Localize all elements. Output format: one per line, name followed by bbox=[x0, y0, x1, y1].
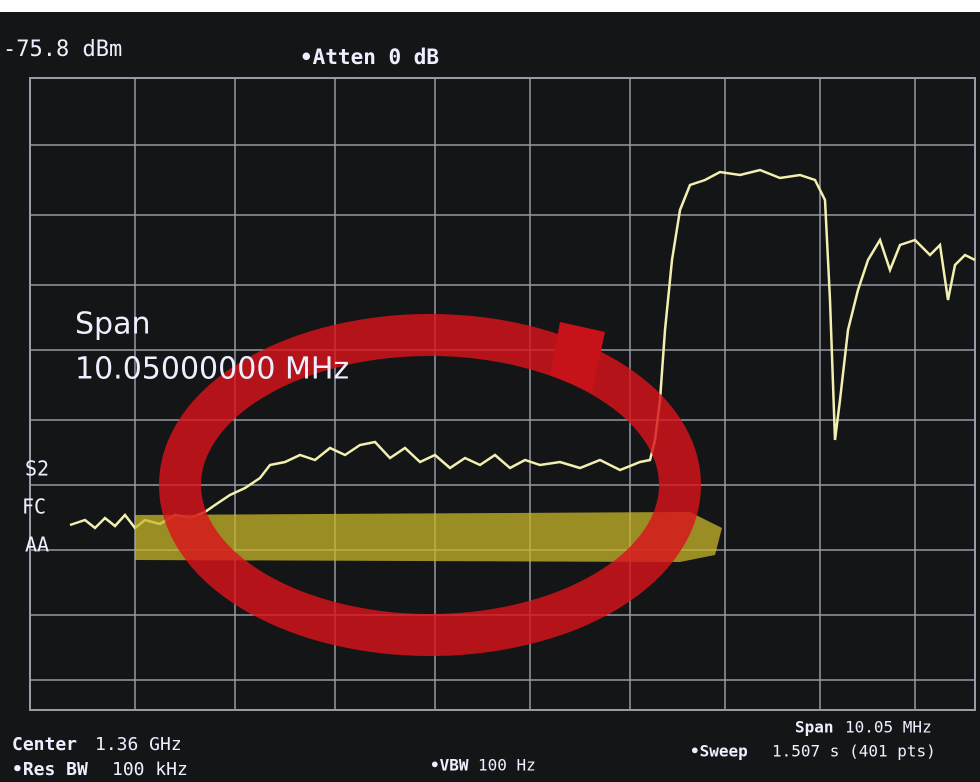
side-label: FC bbox=[22, 495, 46, 519]
side-label: S2 bbox=[25, 457, 49, 481]
span-label: Span bbox=[75, 307, 150, 342]
yellow-highlight bbox=[135, 512, 722, 562]
red-circle bbox=[159, 314, 701, 656]
trace bbox=[69, 168, 976, 530]
center-label: Center bbox=[12, 734, 77, 755]
sweep-label: •Sweep bbox=[690, 742, 748, 761]
atten: •Atten 0 dB bbox=[300, 45, 439, 69]
vbw-label: •VBW bbox=[430, 756, 469, 775]
rbw-label: •Res BW bbox=[12, 759, 88, 780]
span-footer-value: 10.05 MHz bbox=[845, 718, 932, 737]
red-arrowhead bbox=[550, 322, 605, 392]
side-label: AA bbox=[25, 533, 49, 557]
photo-border bbox=[0, 0, 980, 12]
ref-level: -75.8 dBm bbox=[3, 37, 122, 62]
rbw-value: 100 kHz bbox=[112, 759, 188, 780]
span-footer-label: Span bbox=[795, 718, 834, 737]
sweep-value: 1.507 s (401 pts) bbox=[772, 742, 936, 761]
center-value: 1.36 GHz bbox=[95, 734, 182, 755]
span-value: 10.05000000 MHz bbox=[75, 352, 349, 387]
vbw-value: 100 Hz bbox=[478, 756, 536, 775]
grid-frame bbox=[29, 77, 976, 711]
